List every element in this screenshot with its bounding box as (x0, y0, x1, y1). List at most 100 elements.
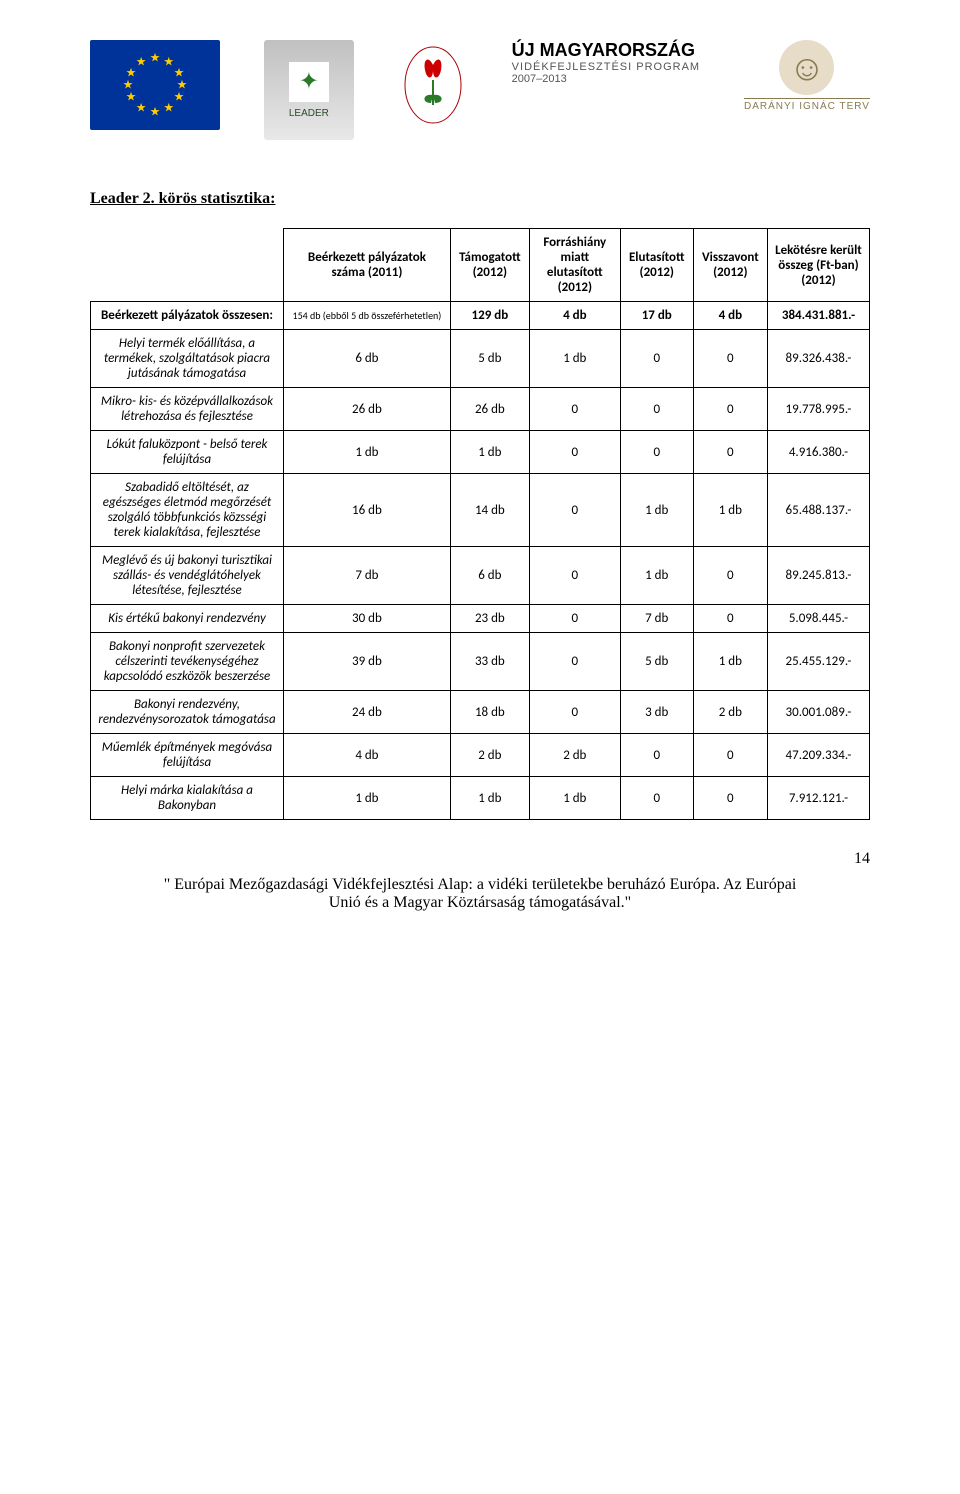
row-label: Bakonyi rendezvény, rendezvénysorozatok … (91, 691, 284, 734)
table-cell: 1 db (284, 777, 451, 820)
table-row: Bakonyi nonprofit szervezetek célszerint… (91, 633, 870, 691)
table-cell: 0 (620, 734, 693, 777)
table-row: Helyi márka kialakítása a Bakonyban1 db1… (91, 777, 870, 820)
page-number: 14 (90, 850, 870, 868)
stats-table: Beérkezett pályázatok száma (2011) Támog… (90, 228, 870, 820)
table-cell: 2 db (529, 734, 620, 777)
table-cell: 4 db (693, 302, 767, 330)
row-label: Meglévő és új bakonyi turisztikai szállá… (91, 547, 284, 605)
table-cell: 0 (529, 431, 620, 474)
row-label: Műemlék építmények megóvása felújítása (91, 734, 284, 777)
table-cell: 0 (693, 388, 767, 431)
table-cell: 1 db (693, 474, 767, 547)
table-cell: 6 db (450, 547, 529, 605)
table-cell: 4 db (529, 302, 620, 330)
table-cell: 154 db (ebből 5 db összeférhetetlen) (284, 302, 451, 330)
table-corner (91, 229, 284, 302)
table-cell: 4.916.380.- (767, 431, 869, 474)
table-row: Kis értékű bakonyi rendezvény30 db23 db0… (91, 605, 870, 633)
um-years: 2007–2013 (512, 73, 700, 85)
table-cell: 0 (693, 547, 767, 605)
table-cell: 5.098.445.- (767, 605, 869, 633)
row-label: Bakonyi nonprofit szervezetek célszerint… (91, 633, 284, 691)
col-header: Visszavont (2012) (693, 229, 767, 302)
eu-flag-icon: ★ ★ ★ ★ ★ ★ ★ ★ ★ ★ ★ ★ (90, 40, 220, 130)
table-cell: 0 (693, 734, 767, 777)
table-row: Beérkezett pályázatok összesen:154 db (e… (91, 302, 870, 330)
row-label: Mikro- kis- és középvállalkozások létreh… (91, 388, 284, 431)
row-label: Helyi márka kialakítása a Bakonyban (91, 777, 284, 820)
table-cell: 0 (529, 388, 620, 431)
um-subtitle: VIDÉKFEJLESZTÉSI PROGRAM (512, 61, 700, 73)
table-cell: 0 (620, 777, 693, 820)
header-logos: ★ ★ ★ ★ ★ ★ ★ ★ ★ ★ ★ ★ ✦ LEADER (90, 40, 870, 140)
um-title: ÚJ MAGYARORSZÁG (512, 40, 700, 61)
table-cell: 0 (693, 777, 767, 820)
section-title: Leader 2. körös statisztika: (90, 190, 870, 208)
table-row: Helyi termék előállítása, a termékek, sz… (91, 330, 870, 388)
table-cell: 1 db (529, 330, 620, 388)
table-cell: 33 db (450, 633, 529, 691)
table-cell: 7.912.121.- (767, 777, 869, 820)
row-label: Beérkezett pályázatok összesen: (91, 302, 284, 330)
table-cell: 4 db (284, 734, 451, 777)
table-cell: 1 db (620, 547, 693, 605)
table-cell: 129 db (450, 302, 529, 330)
table-cell: 7 db (620, 605, 693, 633)
tulip-logo-icon (398, 40, 468, 130)
table-cell: 89.245.813.- (767, 547, 869, 605)
table-cell: 5 db (620, 633, 693, 691)
table-cell: 39 db (284, 633, 451, 691)
footer: " Európai Mezőgazdasági Vidékfejlesztési… (90, 876, 870, 912)
table-cell: 384.431.881.- (767, 302, 869, 330)
table-cell: 1 db (620, 474, 693, 547)
table-row: Bakonyi rendezvény, rendezvénysorozatok … (91, 691, 870, 734)
leader-logo-icon: ✦ LEADER (264, 40, 354, 140)
table-cell: 26 db (284, 388, 451, 431)
table-row: Lókút faluközpont - belső terek felújítá… (91, 431, 870, 474)
table-row: Meglévő és új bakonyi turisztikai szállá… (91, 547, 870, 605)
table-cell: 0 (620, 431, 693, 474)
row-label: Szabadidő eltöltését, az egészséges élet… (91, 474, 284, 547)
table-cell: 0 (620, 330, 693, 388)
table-cell: 16 db (284, 474, 451, 547)
table-cell: 0 (529, 474, 620, 547)
table-cell: 7 db (284, 547, 451, 605)
table-cell: 6 db (284, 330, 451, 388)
leader-label: LEADER (289, 108, 329, 119)
table-cell: 0 (693, 605, 767, 633)
table-cell: 2 db (693, 691, 767, 734)
daranyi-logo: ☺ DARÁNYI IGNÁC TERV (744, 40, 870, 112)
table-cell: 19.778.995.- (767, 388, 869, 431)
table-header-row: Beérkezett pályázatok száma (2011) Támog… (91, 229, 870, 302)
col-header: Elutasított (2012) (620, 229, 693, 302)
table-cell: 26 db (450, 388, 529, 431)
table-cell: 30.001.089.- (767, 691, 869, 734)
table-cell: 1 db (284, 431, 451, 474)
page: ★ ★ ★ ★ ★ ★ ★ ★ ★ ★ ★ ★ ✦ LEADER (0, 0, 960, 962)
table-cell: 47.209.334.- (767, 734, 869, 777)
col-header: Lekötésre került összeg (Ft-ban) (2012) (767, 229, 869, 302)
table-cell: 24 db (284, 691, 451, 734)
table-cell: 0 (529, 691, 620, 734)
table-cell: 0 (529, 605, 620, 633)
table-cell: 1 db (450, 431, 529, 474)
footer-line-1: " Európai Mezőgazdasági Vidékfejlesztési… (164, 876, 797, 893)
table-cell: 65.488.137.- (767, 474, 869, 547)
table-cell: 89.326.438.- (767, 330, 869, 388)
table-cell: 0 (693, 330, 767, 388)
table-cell: 0 (693, 431, 767, 474)
table-cell: 1 db (529, 777, 620, 820)
table-cell: 25.455.129.- (767, 633, 869, 691)
table-cell: 1 db (693, 633, 767, 691)
table-cell: 5 db (450, 330, 529, 388)
row-label: Lókút faluközpont - belső terek felújítá… (91, 431, 284, 474)
table-cell: 0 (529, 547, 620, 605)
col-header: Beérkezett pályázatok száma (2011) (284, 229, 451, 302)
table-cell: 14 db (450, 474, 529, 547)
table-cell: 18 db (450, 691, 529, 734)
table-row: Szabadidő eltöltését, az egészséges élet… (91, 474, 870, 547)
table-cell: 23 db (450, 605, 529, 633)
table-cell: 17 db (620, 302, 693, 330)
table-row: Műemlék építmények megóvása felújítása4 … (91, 734, 870, 777)
